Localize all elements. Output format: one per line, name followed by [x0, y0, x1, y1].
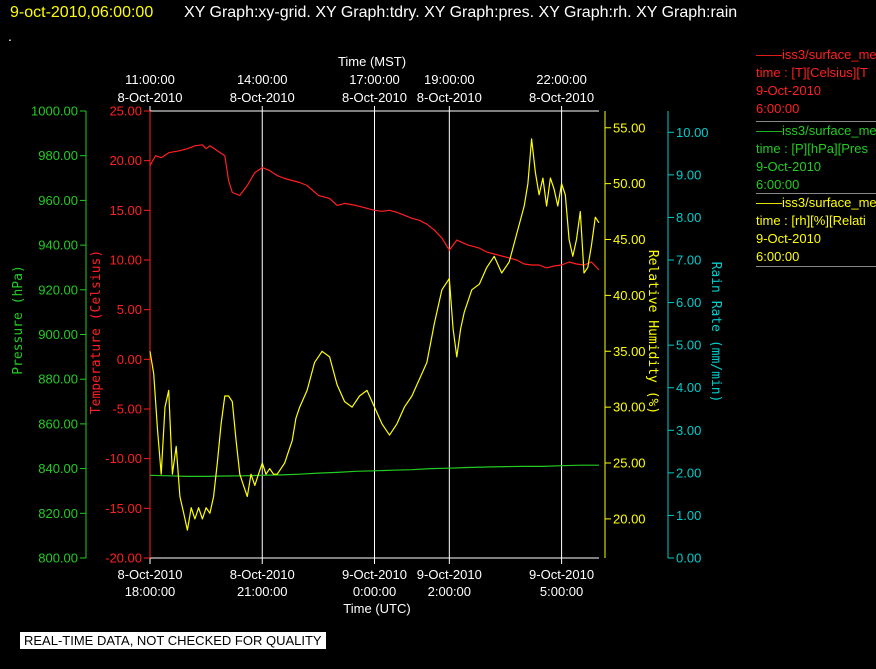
header-graph-list: XY Graph:xy-grid. XY Graph:tdry. XY Grap… [184, 4, 738, 21]
pressure-tick-label: 880.00 [38, 372, 78, 387]
legend-desc: time : [P][hPa][Pres [756, 141, 868, 156]
pressure-axis-title: Pressure (hPa) [11, 265, 26, 375]
top-tick-label: 14:00:00 [237, 72, 288, 87]
rh-axis-title: Relative Humidity (%) [645, 250, 660, 414]
pressure-series-line [149, 464, 599, 477]
bottom-tick-label: 8-Oct-2010 [230, 567, 295, 582]
temperature-tick-label: 10.00 [109, 253, 142, 268]
top-tick-label: 11:00:00 [125, 72, 175, 87]
bottom-tick-label: 9-Oct-2010 [342, 567, 407, 582]
temperature-tick-label: 20.00 [109, 153, 142, 168]
pressure-tick-label: 940.00 [38, 238, 78, 253]
rain-tick-label: 1.00 [676, 508, 701, 523]
pressure-tick-label: 920.00 [38, 282, 78, 297]
temperature-tick-label: -10.00 [105, 451, 142, 466]
legend-entry-rh: ——iss3/surface_me time : [rh][%][Relati … [756, 193, 876, 267]
bottom-tick-label: 8-Oct-2010 [117, 567, 182, 582]
bottom-tick-label: 18:00:00 [125, 584, 176, 599]
rain-tick-label: 7.00 [676, 253, 701, 268]
top-axis-title: Time (MST) [338, 54, 406, 69]
top-tick-label: 8-Oct-2010 [417, 90, 482, 105]
rain-tick-label: 9.00 [676, 167, 701, 182]
pressure-tick-label: 1000.00 [31, 104, 78, 119]
axes: 11:00:00 8-Oct-2010 14:00:00 8-Oct-2010 17:0… [31, 72, 709, 599]
rain-tick-label: 4.00 [676, 380, 701, 395]
legend-desc: time : [T][Celsius][T [756, 65, 868, 80]
legend-line: ——iss3/surface_me [756, 123, 876, 138]
legend-date: 9-Oct-2010 [756, 231, 822, 246]
temperature-tick-label: 25.00 [109, 104, 142, 119]
rh-series-line [149, 138, 600, 531]
top-tick-label: 8-Oct-2010 [117, 90, 182, 105]
rh-tick-label: 45.00 [613, 232, 646, 247]
bottom-axis-title: Time (UTC) [343, 601, 410, 616]
legend-time: 6:00:00 [756, 249, 800, 264]
top-tick-label: 17:00:00 [349, 72, 400, 87]
rh-tick-label: 25.00 [613, 456, 646, 471]
legend-entry-pressure: ——iss3/surface_me time : [P][hPa][Pres 9… [756, 121, 876, 194]
rain-tick-label: 5.00 [676, 338, 701, 353]
legend-entry-temperature: ——iss3/surface_me time : [T][Celsius][T … [756, 46, 876, 118]
top-tick-label: 8-Oct-2010 [529, 90, 594, 105]
temperature-tick-label: 5.00 [117, 302, 142, 317]
pressure-tick-label: 980.00 [38, 148, 78, 163]
temperature-series-line [149, 144, 600, 271]
top-tick-label: 22:00:00 [536, 72, 587, 87]
rh-tick-label: 35.00 [613, 344, 646, 359]
rain-tick-label: 2.00 [676, 465, 701, 480]
bottom-tick-label: 9-Oct-2010 [529, 567, 594, 582]
temperature-axis-title: Temperature (Celsius) [89, 250, 104, 414]
pressure-tick-label: 800.00 [38, 551, 78, 566]
temperature-tick-label: 15.00 [109, 203, 142, 218]
legend-date: 9-Oct-2010 [756, 83, 822, 98]
quality-warning-label: REAL-TIME DATA, NOT CHECKED FOR QUALITY [20, 632, 326, 649]
bottom-tick-label: 0:00:00 [353, 584, 396, 599]
rain-tick-label: 0.00 [676, 551, 701, 566]
rain-tick-label: 8.00 [676, 210, 701, 225]
legend-time: 6:00:00 [756, 101, 800, 116]
grid-lines [261, 111, 563, 558]
rain-tick-label: 3.00 [676, 423, 701, 438]
pressure-tick-label: 960.00 [38, 193, 78, 208]
bottom-tick-label: 2:00:00 [428, 584, 471, 599]
rain-tick-label: 6.00 [676, 295, 701, 310]
rh-tick-label: 50.00 [613, 176, 646, 191]
bottom-tick-label: 9-Oct-2010 [417, 567, 482, 582]
temperature-tick-label: -5.00 [112, 402, 142, 417]
rh-tick-label: 20.00 [613, 511, 646, 526]
pressure-tick-label: 860.00 [38, 416, 78, 431]
pressure-tick-label: 820.00 [38, 506, 78, 521]
bottom-tick-label: 21:00:00 [237, 584, 288, 599]
rh-tick-label: 55.00 [613, 120, 646, 135]
pressure-tick-label: 900.00 [38, 327, 78, 342]
legend-line: ——iss3/surface_me [756, 195, 876, 210]
header-bar: 9-oct-2010,06:00:00 XY Graph:xy-grid. XY… [0, 4, 876, 28]
legend-date: 9-Oct-2010 [756, 159, 822, 174]
rain-axis-title: Rain Rate (mm/min) [708, 262, 723, 403]
pressure-tick-label: 840.00 [38, 461, 78, 476]
legend-desc: time : [rh][%][Relati [756, 213, 866, 228]
rh-tick-label: 30.00 [613, 400, 646, 415]
legend-time: 6:00:00 [756, 177, 800, 192]
top-tick-label: 8-Oct-2010 [230, 90, 295, 105]
legend-line: ——iss3/surface_me [756, 47, 876, 62]
top-tick-label: 19:00:00 [424, 72, 475, 87]
temperature-tick-label: 0.00 [117, 352, 142, 367]
temperature-tick-label: -20.00 [105, 551, 142, 566]
header-datetime: 9-oct-2010,06:00:00 [10, 4, 154, 21]
series-lines [149, 138, 600, 531]
top-tick-label: 8-Oct-2010 [342, 90, 407, 105]
rain-tick-label: 10.00 [676, 125, 709, 140]
rh-tick-label: 40.00 [613, 288, 646, 303]
header-dot: . [8, 28, 12, 44]
bottom-tick-label: 5:00:00 [540, 584, 583, 599]
temperature-tick-label: -15.00 [105, 501, 142, 516]
